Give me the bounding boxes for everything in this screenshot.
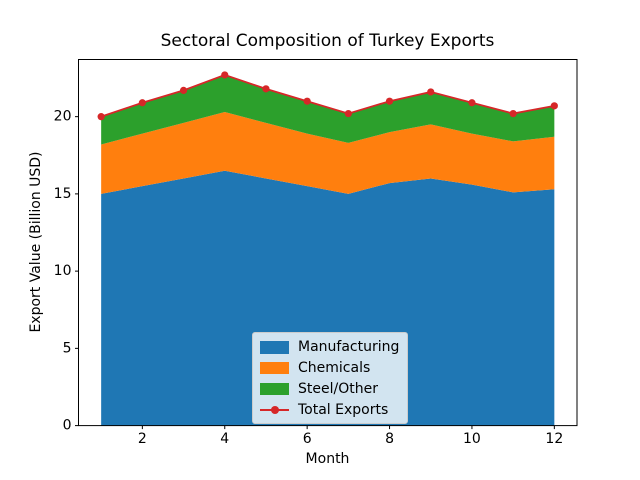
x-tick-label: 10 <box>463 431 481 447</box>
legend-swatch-chemicals <box>260 361 289 375</box>
marker-total-exports <box>262 85 270 93</box>
line-total-exports <box>100 73 555 118</box>
x-tick-label: 6 <box>303 431 312 447</box>
marker-total-exports <box>179 86 188 94</box>
marker-total-exports <box>303 97 311 105</box>
legend-label-manufacturing: Manufacturing <box>298 339 400 356</box>
marker-total-exports <box>221 71 229 79</box>
marker-total-exports <box>550 102 558 110</box>
chart-title: Sectoral Composition of Turkey Exports <box>160 31 495 51</box>
y-tick-label: 10 <box>54 263 72 279</box>
marker-total-exports <box>138 99 146 107</box>
area-steel-other <box>101 74 555 145</box>
plot-border <box>78 59 578 427</box>
y-tick-label: 20 <box>54 109 72 125</box>
y-tick-label: 5 <box>63 340 72 356</box>
legend-label-chemicals: Chemicals <box>298 360 371 377</box>
x-axis-label: Month <box>305 451 350 467</box>
y-tick-label: 0 <box>63 418 72 434</box>
legend: Manufacturing Chemicals Steel/Other Total E… <box>252 332 408 425</box>
legend-label-steel-other: Steel/Other <box>298 380 378 397</box>
legend-item-manufacturing: Manufacturing <box>260 337 403 358</box>
legend-label-total-exports: Total Exports <box>298 401 389 418</box>
marker-total-exports <box>97 113 105 121</box>
x-tick-label: 8 <box>385 431 394 447</box>
legend-swatch-manufacturing <box>260 341 289 354</box>
marker-total-exports <box>344 109 352 118</box>
legend-swatch-steel-other <box>260 382 289 396</box>
legend-line-marker-total-exports <box>260 403 289 416</box>
legend-item-steel-other: Steel/Other <box>260 379 403 400</box>
legend-item-total-exports: Total Exports <box>260 399 403 420</box>
area-manufacturing <box>101 170 555 426</box>
marker-total-exports <box>468 99 476 107</box>
y-axis-label: Export Value (Billion USD) <box>28 151 44 333</box>
y-tick-label: 15 <box>54 186 72 202</box>
x-tick-label: 12 <box>545 431 563 447</box>
x-tick-label: 2 <box>138 431 147 447</box>
marker-total-exports <box>509 109 517 118</box>
marker-total-exports <box>427 88 435 96</box>
area-chemicals <box>101 112 555 194</box>
marker-total-exports <box>385 97 394 105</box>
legend-item-chemicals: Chemicals <box>260 358 403 379</box>
x-tick-label: 4 <box>220 431 229 447</box>
